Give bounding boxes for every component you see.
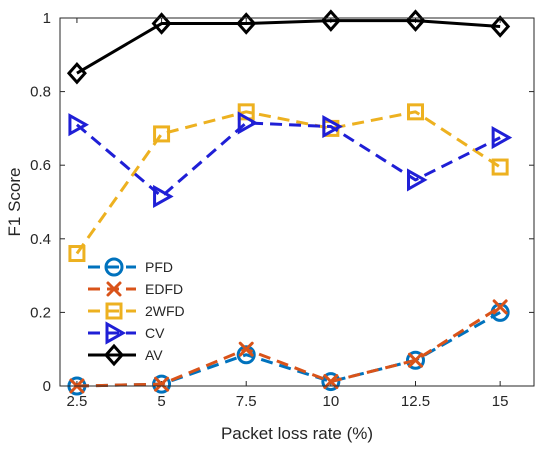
data-point-2wfd [153,125,171,143]
y-axis-label: F1 Score [5,168,24,237]
data-point-av [236,12,257,35]
y-tick-label: 0.8 [30,84,51,101]
series-2wfd [68,103,509,263]
legend-marker [105,321,127,345]
legend-marker [106,281,122,297]
data-point-edfd [238,341,254,357]
x-tick-label: 10 [323,393,340,410]
series-line-av [76,19,501,75]
data-point-cv [153,184,174,209]
data-point-edfd [154,376,170,392]
data-point-2wfd [491,158,509,176]
legend-item-edfd: EDFD [88,281,183,297]
x-tick-label: 12.5 [401,393,430,410]
series-edfd [69,299,508,394]
legend-item-av: AV [88,343,163,367]
y-tick-label: 1 [43,10,51,27]
series-pfd [67,302,510,396]
data-point-edfd [492,299,508,315]
legend-label: 2WFD [145,303,185,319]
legend-label: CV [145,325,165,341]
data-point-2wfd [68,245,86,263]
legend-marker [105,302,123,320]
legend-label: PFD [145,259,173,275]
x-axis-label: Packet loss rate (%) [221,424,373,443]
x-tick-label: 15 [492,393,509,410]
data-point-pfd [236,345,256,365]
y-tick-label: 0.4 [30,231,51,248]
axis-ticks: 2.5 5 7.5 10 12.5 15 0 0.2 0.4 0.6 0.8 1 [30,10,534,410]
series-line-2wfd [75,110,501,255]
data-point-cv [237,111,259,135]
data-point-av [151,12,172,35]
series-line-cv [75,121,501,198]
data-point-av [490,15,511,38]
data-point-pfd [321,372,341,392]
y-tick-label: 0.6 [30,157,51,174]
data-series [66,9,513,396]
legend: PFD EDFD 2WFD CV AV [88,257,185,367]
data-point-cv [491,126,513,150]
data-point-cv [322,114,343,139]
x-tick-label: 7.5 [236,393,257,410]
data-point-2wfd [407,103,424,121]
legend-item-cv: CV [88,321,165,345]
plot-area-frame [59,17,535,387]
legend-label: EDFD [145,281,183,297]
series-line-pfd [76,311,501,388]
legend-marker [104,257,124,277]
legend-item-2wfd: 2WFD [88,302,185,320]
x-tick-label: 2.5 [66,393,87,410]
legend-item-pfd: PFD [88,257,173,277]
legend-label: AV [145,347,163,363]
y-tick-label: 0.2 [30,304,51,321]
data-point-av [66,61,87,85]
data-point-pfd [406,350,425,370]
x-tick-label: 5 [157,393,165,410]
series-av [66,9,511,85]
data-point-cv [68,113,89,137]
y-tick-label: 0 [43,378,51,395]
data-point-cv [407,168,428,192]
legend-marker [103,343,125,367]
data-point-edfd [408,352,423,368]
series-line-edfd [76,305,501,388]
series-cv [68,111,513,209]
